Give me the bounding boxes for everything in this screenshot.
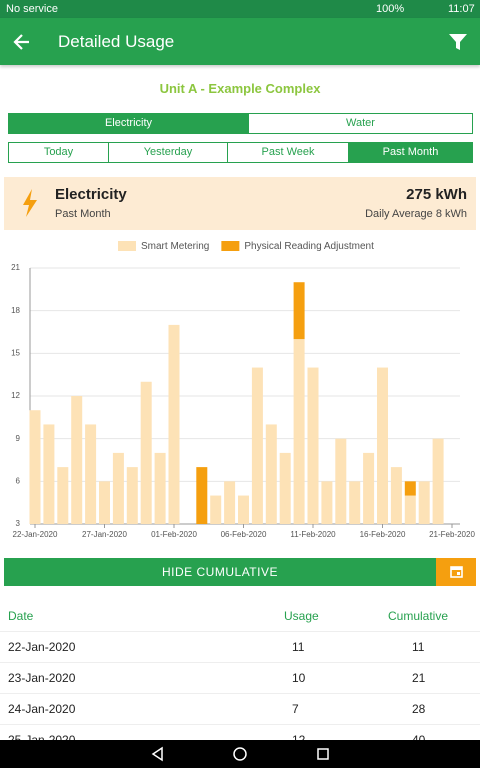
bar <box>126 467 138 524</box>
bar <box>390 467 402 524</box>
y-tick-label: 9 <box>16 434 21 443</box>
x-tick-label: 22-Jan-2020 <box>13 530 58 539</box>
x-tick-label: 06-Feb-2020 <box>221 530 267 539</box>
row-cumulative: 11 <box>412 640 425 654</box>
header-usage: Usage <box>284 609 319 623</box>
nav-bar <box>0 740 480 768</box>
table-row: 24-Jan-2020 7 28 <box>0 693 480 725</box>
y-tick-label: 3 <box>16 519 21 528</box>
unit-name: Unit A - Example Complex <box>159 81 321 96</box>
bar <box>224 481 236 524</box>
carrier: No service <box>6 3 58 15</box>
row-date: 22-Jan-2020 <box>8 640 76 654</box>
bar <box>404 481 416 496</box>
x-tick-label: 11-Feb-2020 <box>290 530 336 539</box>
summary-title: Electricity <box>55 186 127 203</box>
y-tick-label: 15 <box>11 348 20 357</box>
bolt-icon <box>23 189 37 217</box>
bar <box>321 481 333 524</box>
table-row: 23-Jan-2020 10 21 <box>0 662 480 694</box>
bar <box>168 324 180 524</box>
x-tick-label: 16-Feb-2020 <box>360 530 406 539</box>
back-button[interactable] <box>12 32 32 52</box>
bar <box>265 424 277 524</box>
bar <box>85 424 97 524</box>
row-date: 23-Jan-2020 <box>8 671 76 685</box>
calendar-icon <box>450 566 463 578</box>
bar <box>29 410 41 524</box>
bar <box>377 367 388 524</box>
x-tick-label: 01-Feb-2020 <box>151 530 197 539</box>
filter-button[interactable] <box>448 33 468 51</box>
x-tick-label: 21-Feb-2020 <box>429 530 475 539</box>
row-usage: 7 <box>292 702 299 716</box>
row-cumulative: 28 <box>412 702 426 716</box>
summary-panel: Electricity Past Month 275 kWh Daily Ave… <box>4 177 476 230</box>
hide-cumulative-button[interactable]: HIDE CUMULATIVE <box>4 558 436 586</box>
tab-past-month[interactable]: Past Month <box>348 142 473 163</box>
bar <box>210 495 222 524</box>
nav-icons <box>151 746 329 762</box>
bar <box>57 467 69 524</box>
row-usage: 10 <box>292 671 306 685</box>
row-usage: 11 <box>292 640 305 654</box>
bar <box>99 481 110 524</box>
summary-total: 275 kWh <box>406 186 467 203</box>
bar <box>363 452 375 524</box>
bar <box>293 282 305 340</box>
summary-average: Daily Average 8 kWh <box>365 208 467 220</box>
summary-period: Past Month <box>55 208 111 220</box>
bar <box>404 495 416 524</box>
battery: 100% <box>376 3 405 15</box>
bar <box>140 381 152 524</box>
page-title: Detailed Usage <box>58 32 175 51</box>
tab-electricity[interactable]: Electricity <box>8 113 249 134</box>
y-tick-label: 6 <box>16 476 21 485</box>
bar <box>238 495 249 524</box>
bar <box>112 452 124 524</box>
y-tick-label: 21 <box>11 263 20 272</box>
y-tick-label: 18 <box>11 306 20 315</box>
header-cumulative: Cumulative <box>388 609 449 623</box>
header-date: Date <box>8 609 34 623</box>
tab-water[interactable]: Water <box>248 113 473 134</box>
calendar-button[interactable] <box>436 558 476 586</box>
tab-past-week[interactable]: Past Week <box>227 142 349 163</box>
bar <box>349 481 361 524</box>
legend-label: Physical Reading Adjustment <box>244 241 374 252</box>
legend-swatch <box>221 241 240 251</box>
app-bar: Detailed Usage <box>0 18 480 65</box>
clock: 11:07 <box>448 3 475 15</box>
table-header: Date Usage Cumulative <box>0 600 480 632</box>
legend-label: Smart Metering <box>141 241 209 252</box>
bar <box>71 396 83 524</box>
bar <box>43 424 55 524</box>
x-tick-label: 27-Jan-2020 <box>82 530 127 539</box>
bar <box>307 367 319 524</box>
table-row: 22-Jan-2020 11 11 <box>0 631 480 663</box>
bar <box>251 367 263 524</box>
tab-today[interactable]: Today <box>8 142 109 163</box>
legend-swatch <box>118 241 136 251</box>
row-cumulative: 21 <box>412 671 426 685</box>
bar <box>279 452 291 524</box>
bar <box>293 339 305 524</box>
row-date: 24-Jan-2020 <box>8 702 76 716</box>
bar <box>418 481 430 524</box>
bar <box>432 438 444 524</box>
status-bar: No service 100% 11:07 <box>0 0 480 18</box>
bar <box>335 438 347 524</box>
bar <box>154 452 166 524</box>
tab-yesterday[interactable]: Yesterday <box>108 142 228 163</box>
bar <box>196 467 208 524</box>
y-tick-label: 12 <box>11 391 20 400</box>
chart: 3 6 9 12 15 18 21 Smart Metering Physical Readin… <box>11 241 475 539</box>
